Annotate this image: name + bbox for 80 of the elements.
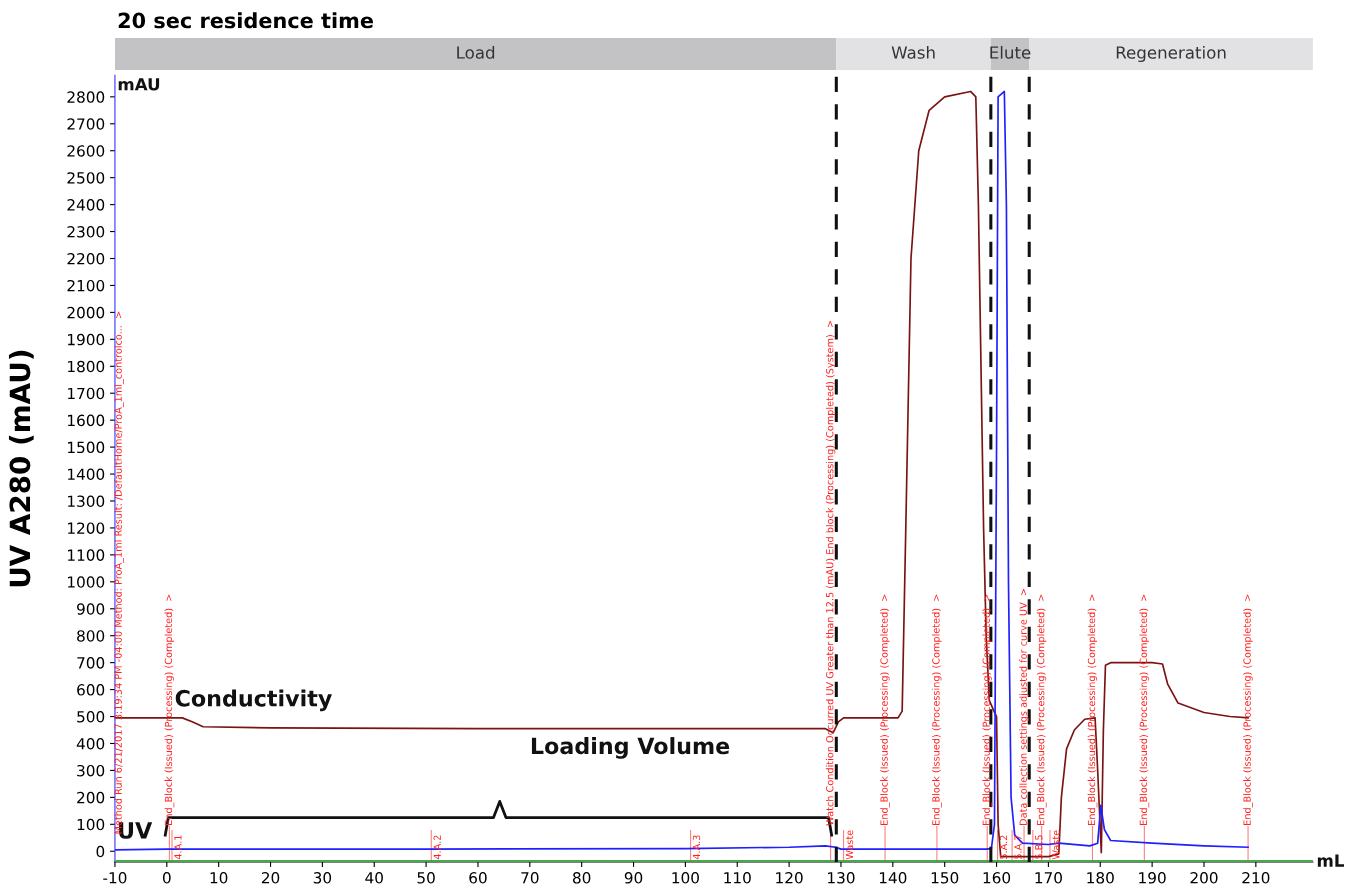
y-tick-label: 1500 xyxy=(68,441,105,454)
y-tick-label: 300 xyxy=(77,764,105,777)
y-tick-label: 1100 xyxy=(68,549,105,561)
ref-line-label: End_Block (Issued) (Processing) (Completed) > xyxy=(880,594,890,825)
ref-line-label: End_Block (Issued) (Processing) (Completed) > xyxy=(982,594,993,825)
y-tick-label: 500 xyxy=(77,711,105,723)
y-tick-label: 2200 xyxy=(67,252,105,265)
x-tick-label: 210 xyxy=(1242,872,1270,884)
y-tick-label: 1300 xyxy=(68,495,105,508)
y-tick-label: 1600 xyxy=(68,414,105,427)
y-tick-label: 600 xyxy=(77,684,105,696)
y-tick-label: 800 xyxy=(77,630,105,642)
annotation: Loading Volume xyxy=(531,737,730,759)
x-tick-label: 70 xyxy=(521,872,539,884)
text: Load xyxy=(457,45,495,59)
y-tick-label: 2600 xyxy=(67,145,105,157)
text: Wash xyxy=(891,45,935,59)
y-tick-label: 1000 xyxy=(68,576,105,588)
chart-title: 20 sec residence time xyxy=(118,12,373,29)
x-tick-label: 200 xyxy=(1190,872,1218,884)
x-tick-label: 50 xyxy=(417,872,435,884)
annotation: mAU xyxy=(118,78,160,91)
y-tick-label: 1400 xyxy=(68,468,105,481)
ref-line-label: End_Block (Issued) (Processing) (Completed) > xyxy=(932,594,942,825)
x-tick-label: 110 xyxy=(724,872,751,884)
x-tick-label: 40 xyxy=(365,872,383,884)
y-tick-label: 2500 xyxy=(67,172,105,184)
x-tick-label: 10 xyxy=(210,872,228,884)
ref-line-label: 4.A.3 xyxy=(692,835,701,860)
ref-line-label: End_Block (Issued) (Processing) (Completed) > xyxy=(1139,594,1150,825)
series-label: Conductivity xyxy=(175,689,332,712)
y-tick-label: 0 xyxy=(96,845,105,858)
x-tick-label: 130 xyxy=(828,872,855,884)
ref-line-label: End_Block (Issued) (Processing) (Completed) > xyxy=(164,594,175,825)
x-tick-label: 120 xyxy=(776,872,803,884)
x-tick-label: 60 xyxy=(469,872,487,884)
x-tick-label: 140 xyxy=(879,872,907,884)
text: mL xyxy=(1317,854,1345,867)
y-tick-label: 100 xyxy=(77,818,105,831)
y-tick-label: 1200 xyxy=(68,522,105,534)
y-tick-label: 2700 xyxy=(67,118,105,130)
x-tick-label: 170 xyxy=(1035,872,1062,884)
y-tick-label: 1900 xyxy=(68,333,105,346)
y-tick-label: 2000 xyxy=(67,306,105,319)
ref-line-label: 5.A.7 xyxy=(1014,835,1022,859)
ref-line-label: 5.A.2 xyxy=(999,835,1008,859)
x-tick-label: 180 xyxy=(1087,872,1114,884)
y-tick-label: 200 xyxy=(77,791,105,804)
y-tick-label: 2100 xyxy=(67,279,105,292)
y-tick-label: 2300 xyxy=(67,226,105,238)
ref-line-label: End_Block (Issued) (Processing) (Completed) > xyxy=(1036,594,1047,825)
y-tick-label: 1800 xyxy=(68,360,105,373)
ref-line-label: Watch Condition Occurred UV Greater than 12.5 (mAU) End block (Processing) (Completed) (System) > xyxy=(825,320,836,826)
x-tick-label: 20 xyxy=(261,872,280,884)
x-tick-label: 160 xyxy=(983,872,1011,884)
ref-line-label: End_Block (Issued) (Processing) (Completed) > xyxy=(1243,594,1253,825)
ref-line-label: Waste xyxy=(845,830,854,860)
y-tick-label: 1700 xyxy=(68,387,105,400)
ref-line-label: 5.B.5 xyxy=(1035,835,1043,859)
x-tick-label: 100 xyxy=(672,872,699,884)
y-tick-label: 700 xyxy=(77,657,105,669)
y-tick-label: 400 xyxy=(76,737,105,750)
ref-line-label: Data collection settings adjusted for curve UV > xyxy=(1019,588,1029,825)
y-axis-title: UV A280 (mAU) xyxy=(8,350,34,587)
ref-line-label: 4.A.1 xyxy=(174,835,182,860)
x-tick-label: 90 xyxy=(624,872,643,884)
x-tick-label: 0 xyxy=(162,872,171,884)
x-tick-label: 150 xyxy=(931,872,959,884)
x-tick-label: -10 xyxy=(103,872,127,884)
x-tick-label: 80 xyxy=(572,872,591,884)
x-tick-label: 30 xyxy=(313,872,332,884)
text: Regeneration xyxy=(1116,45,1226,63)
ref-line-label: End_Block (Issued) (Processing) (Completed) > xyxy=(1087,594,1098,825)
ref-line-label: 4.A.2 xyxy=(433,835,441,860)
ref-line-label: Waste xyxy=(1052,830,1060,860)
y-tick-label: 2400 xyxy=(67,199,105,211)
x-tick-label: 190 xyxy=(1139,872,1166,884)
y-tick-label: 2800 xyxy=(67,91,105,103)
y-tick-label: 900 xyxy=(77,603,105,615)
text: Elute xyxy=(990,45,1031,59)
